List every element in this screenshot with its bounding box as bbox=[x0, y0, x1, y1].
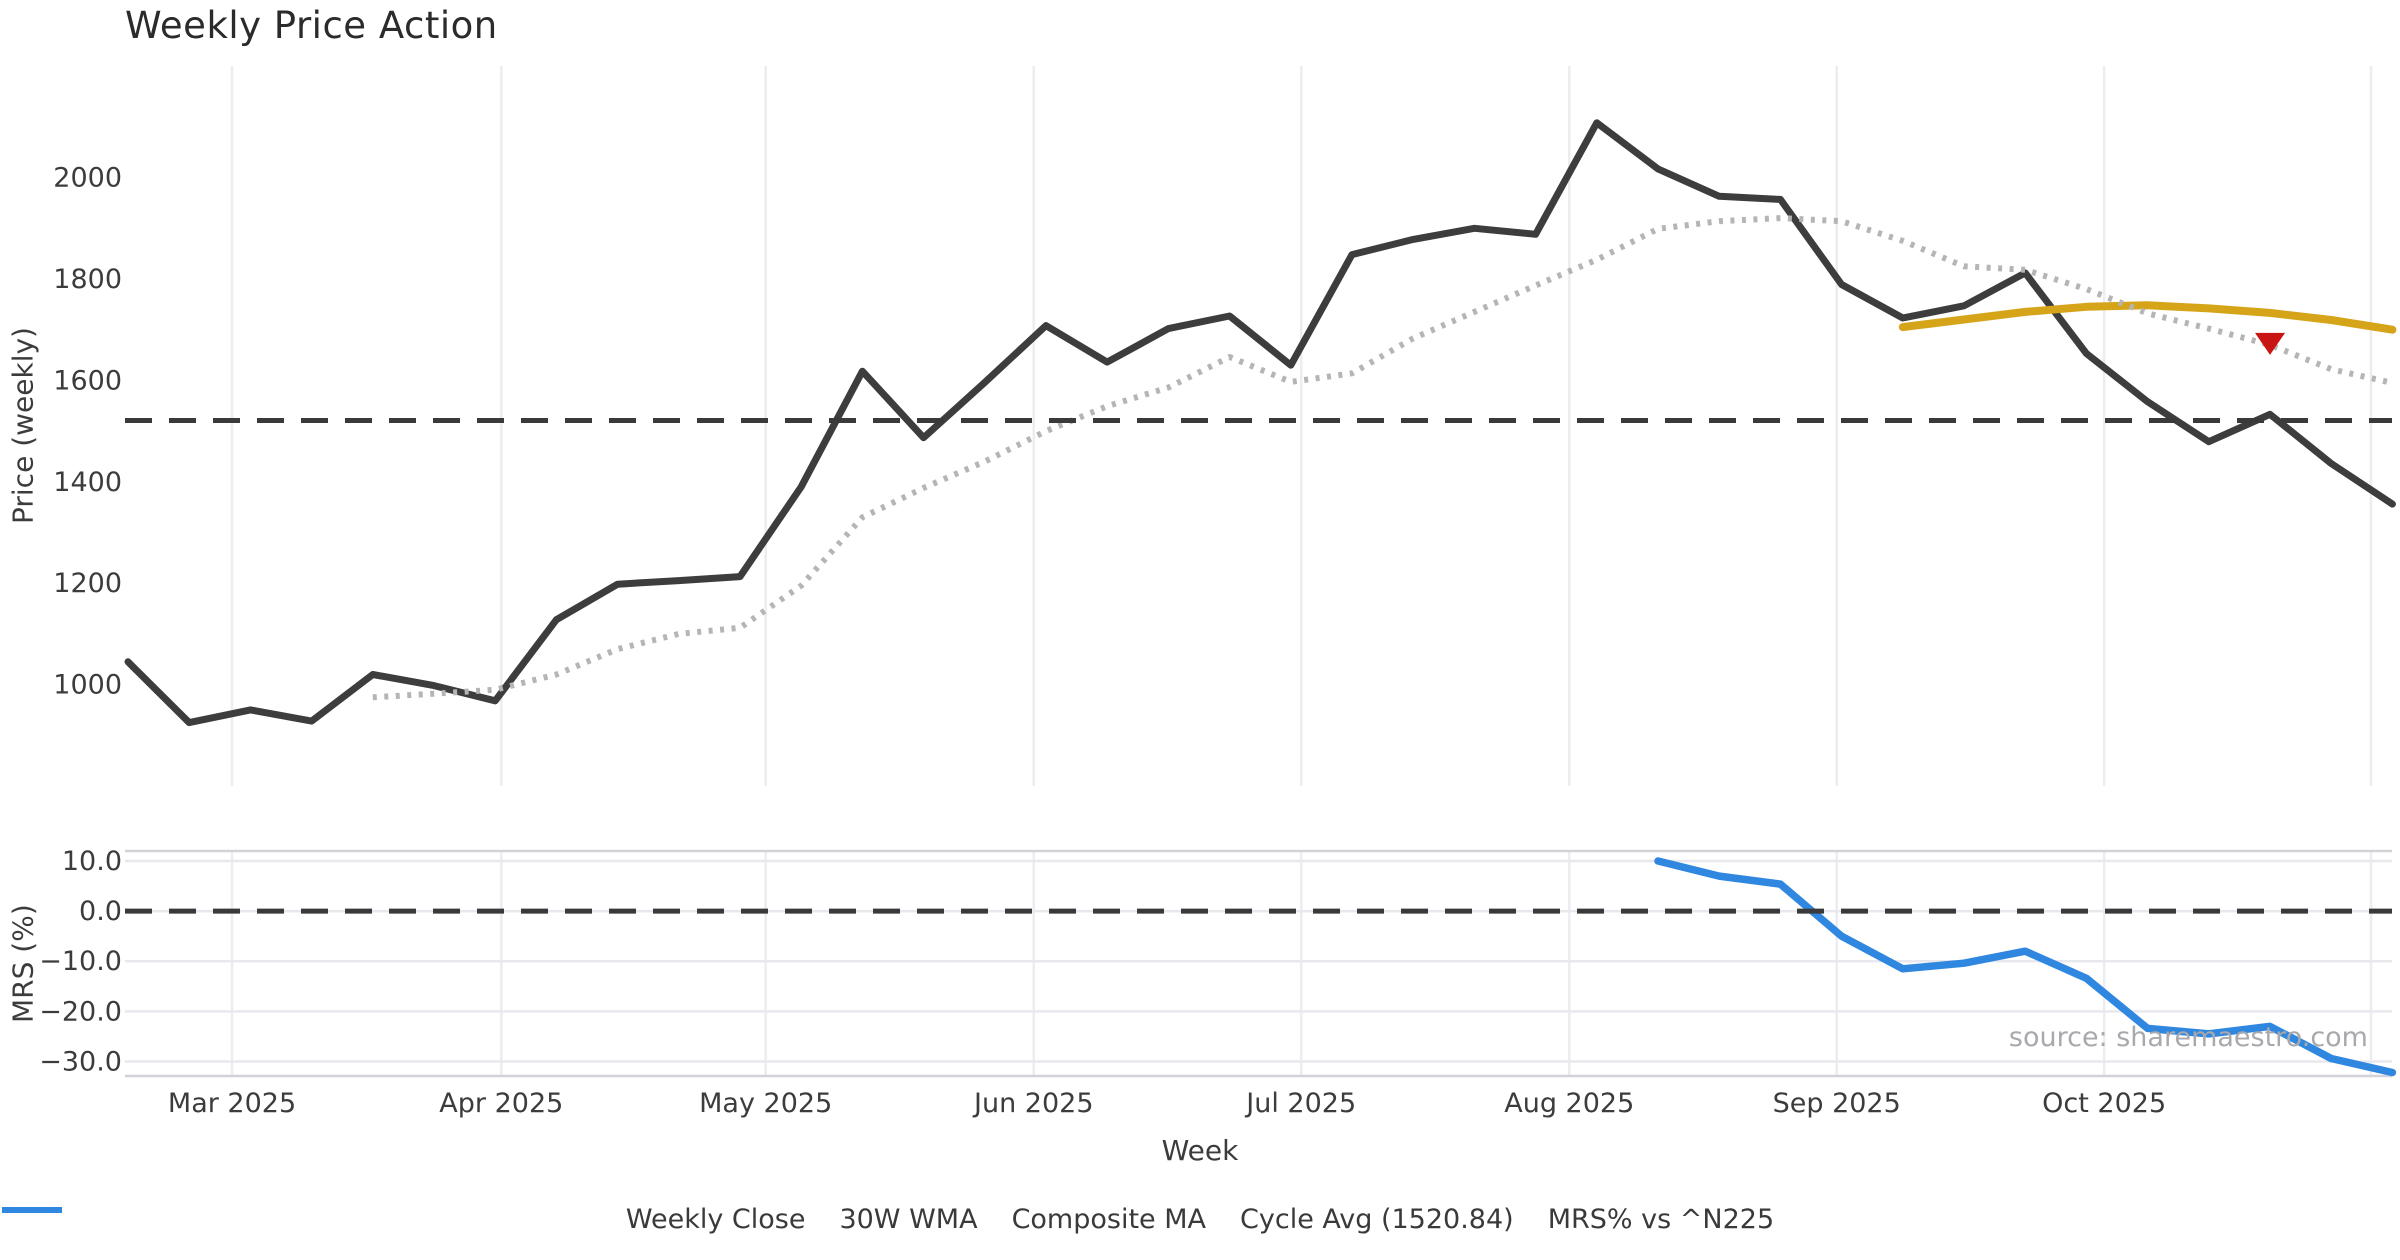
composite-ma-line bbox=[372, 215, 2394, 701]
mrs-tick-label: 10.0 bbox=[62, 846, 122, 877]
month-tick-label: Jun 2025 bbox=[972, 1088, 1093, 1119]
mrs-tick-label: −30.0 bbox=[39, 1046, 122, 1077]
mrs-tick-label: 0.0 bbox=[79, 896, 122, 927]
legend: Weekly Close 30W WMA Composite MA Cycle Avg… bbox=[0, 1204, 2400, 1235]
legend-item-weekly-close: Weekly Close bbox=[2, 1204, 806, 1235]
price-tick-label: 1200 bbox=[53, 568, 122, 599]
legend-swatch-mrs-n225 bbox=[2, 1207, 62, 1213]
tick-labels-layer: Mar 2025 Apr 2025 May 2025 Jun 2025 Jul 2025… bbox=[39, 163, 2166, 1119]
legend-label: Composite MA bbox=[1011, 1204, 1207, 1235]
marker-layer bbox=[2255, 332, 2285, 355]
gridlines-layer bbox=[125, 66, 2392, 1078]
price-tick-label: 1000 bbox=[53, 670, 122, 701]
legend-item-composite-ma: Composite MA bbox=[2, 1204, 1207, 1235]
month-tick-label: Mar 2025 bbox=[168, 1088, 296, 1119]
30w-wma-line bbox=[1898, 301, 2397, 334]
legend-label: 30W WMA bbox=[839, 1204, 978, 1235]
mrs-tick-label: −20.0 bbox=[39, 996, 122, 1027]
legend-item-30w-wma: 30W WMA bbox=[2, 1204, 978, 1235]
mrs-axis-label: MRS (%) bbox=[6, 904, 40, 1024]
month-tick-label: Apr 2025 bbox=[439, 1088, 563, 1119]
legend-item-cycle-avg: Cycle Avg (1520.84) bbox=[2, 1204, 1514, 1235]
price-tick-label: 1400 bbox=[53, 467, 122, 498]
weekly-close-line bbox=[124, 119, 2396, 727]
page-title: Weekly Price Action bbox=[125, 4, 498, 47]
legend-item-mrs-n225: MRS% vs ^N225 bbox=[2, 1204, 1775, 1235]
price-tick-label: 2000 bbox=[53, 163, 122, 194]
legend-label: MRS% vs ^N225 bbox=[1547, 1204, 1775, 1235]
price-tick-label: 1600 bbox=[53, 365, 122, 396]
sell-signal-icon bbox=[2255, 332, 2285, 355]
month-tick-label: Oct 2025 bbox=[2042, 1088, 2166, 1119]
price-tick-label: 1800 bbox=[53, 264, 122, 295]
legend-label: Cycle Avg (1520.84) bbox=[1240, 1204, 1514, 1235]
source-watermark: source: sharemaestro.com bbox=[2008, 1022, 2368, 1053]
x-axis-label: Week bbox=[1161, 1134, 1239, 1167]
series-layer bbox=[124, 119, 2397, 1077]
mrs-vs-n225-line bbox=[1654, 857, 2397, 1077]
month-tick-label: Sep 2025 bbox=[1773, 1088, 1901, 1119]
legend-label: Weekly Close bbox=[625, 1204, 806, 1235]
price-axis-label: Price (weekly) bbox=[6, 327, 40, 524]
month-tick-label: May 2025 bbox=[699, 1088, 832, 1119]
month-tick-label: Jul 2025 bbox=[1244, 1088, 1356, 1119]
mrs-tick-label: −10.0 bbox=[39, 946, 122, 977]
month-tick-label: Aug 2025 bbox=[1504, 1088, 1634, 1119]
